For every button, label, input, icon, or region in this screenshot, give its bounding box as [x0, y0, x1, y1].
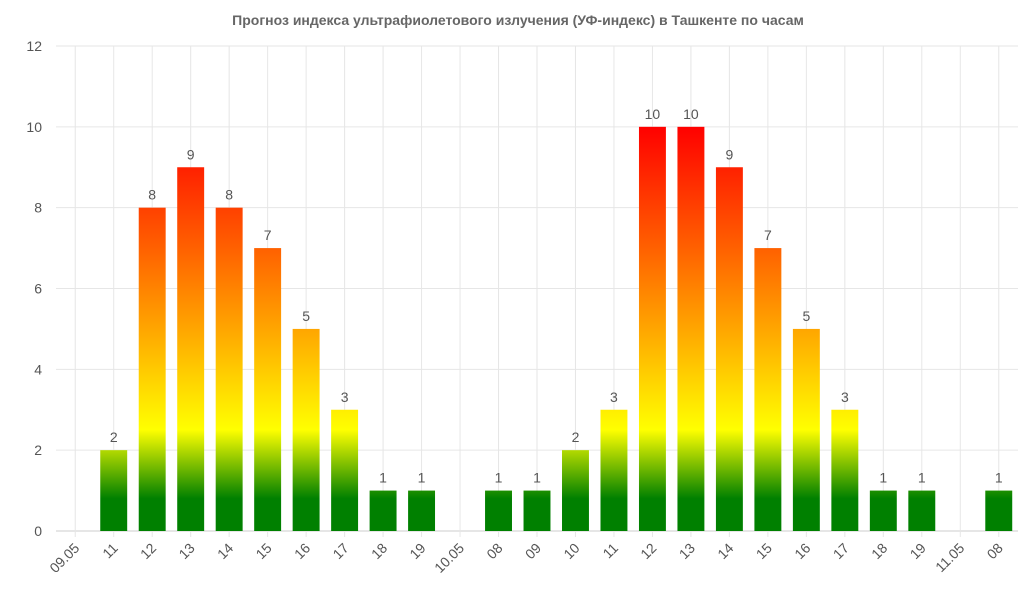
- data-label: 1: [495, 470, 503, 486]
- x-tick-label: 10.05: [431, 540, 467, 576]
- bar: [408, 490, 436, 531]
- x-tick-label: 09: [522, 540, 544, 562]
- data-label: 8: [225, 187, 233, 203]
- x-tick-label: 12: [137, 540, 159, 562]
- x-tick-label: 11: [99, 540, 121, 562]
- bar: [792, 328, 820, 531]
- data-label: 7: [764, 227, 772, 243]
- data-label: 9: [187, 146, 195, 162]
- bar: [292, 328, 320, 531]
- bar: [138, 207, 166, 531]
- y-tick-label: 8: [34, 200, 42, 216]
- bar: [677, 126, 705, 531]
- data-label: 5: [802, 308, 810, 324]
- bar: [369, 490, 397, 531]
- data-label: 3: [341, 389, 349, 405]
- y-tick-label: 4: [34, 361, 42, 377]
- data-label: 1: [533, 470, 541, 486]
- y-tick-label: 2: [34, 442, 42, 458]
- x-tick-label: 11.05: [932, 540, 968, 576]
- x-tick-label: 18: [368, 540, 390, 562]
- bar: [985, 490, 1013, 531]
- data-label: 10: [683, 106, 699, 122]
- x-tick-label: 16: [791, 540, 813, 562]
- x-tick-label: 09.05: [46, 540, 82, 576]
- x-tick-label: 15: [753, 540, 775, 562]
- data-label: 3: [610, 389, 618, 405]
- x-axis-ticks: 09.05 11 12 13 14 15 16 17 18 19 10.05 08 09 10 11 12 13…: [46, 540, 1006, 576]
- bar: [523, 490, 551, 531]
- data-label: 1: [918, 470, 926, 486]
- bar: [215, 207, 243, 531]
- x-tick-label: 16: [291, 540, 313, 562]
- y-tick-label: 6: [34, 281, 42, 297]
- data-label: 8: [148, 187, 156, 203]
- x-tick-label: 19: [907, 540, 929, 562]
- bar: [562, 450, 589, 531]
- bar: [331, 409, 359, 531]
- data-label: 5: [302, 308, 310, 324]
- data-label: 2: [572, 429, 580, 445]
- data-labels: 2 8 9 8 7 5 3 1 1 1 1 2 3 10 10 9 7 5 3 1 1 1: [110, 106, 1003, 486]
- x-tick-label: 15: [252, 540, 274, 562]
- data-label: 1: [879, 470, 887, 486]
- y-tick-label: 10: [26, 119, 42, 135]
- x-tick-label: 13: [175, 540, 197, 562]
- data-label: 9: [726, 146, 734, 162]
- x-tick-label: 10: [560, 540, 582, 562]
- bar: [831, 409, 859, 531]
- y-tick-label: 0: [34, 523, 42, 539]
- x-tick-label: 08: [483, 540, 505, 562]
- x-tick-label: 17: [830, 540, 852, 562]
- x-tick-label: 19: [406, 540, 428, 562]
- bar: [869, 490, 897, 531]
- bar: [100, 450, 128, 531]
- bar: [754, 248, 782, 532]
- x-tick-label: 18: [868, 540, 890, 562]
- bar: [638, 126, 666, 531]
- x-tick-label: 14: [214, 540, 236, 562]
- x-tick-label: 12: [637, 540, 659, 562]
- data-label: 2: [110, 429, 118, 445]
- data-label: 7: [264, 227, 272, 243]
- bar: [177, 167, 205, 531]
- x-tick-label: 11: [599, 540, 621, 562]
- x-tick-label: 08: [984, 540, 1006, 562]
- data-label: 1: [995, 470, 1003, 486]
- bar: [485, 490, 512, 531]
- chart-title: Прогноз индекса ультрафиолетового излуче…: [232, 12, 804, 28]
- bar: [254, 248, 282, 532]
- data-label: 1: [379, 470, 387, 486]
- y-tick-label: 12: [26, 38, 42, 54]
- data-label: 1: [418, 470, 426, 486]
- bar: [715, 167, 743, 531]
- data-label: 3: [841, 389, 849, 405]
- bar: [908, 490, 936, 531]
- x-tick-label: 17: [329, 540, 351, 562]
- x-tick-label: 14: [714, 540, 736, 562]
- x-tick-label: 13: [676, 540, 698, 562]
- bar: [600, 409, 628, 531]
- data-label: 10: [645, 106, 661, 122]
- bars: [100, 126, 1013, 532]
- y-axis-ticks: 0 2 4 6 8 10 12: [26, 38, 42, 539]
